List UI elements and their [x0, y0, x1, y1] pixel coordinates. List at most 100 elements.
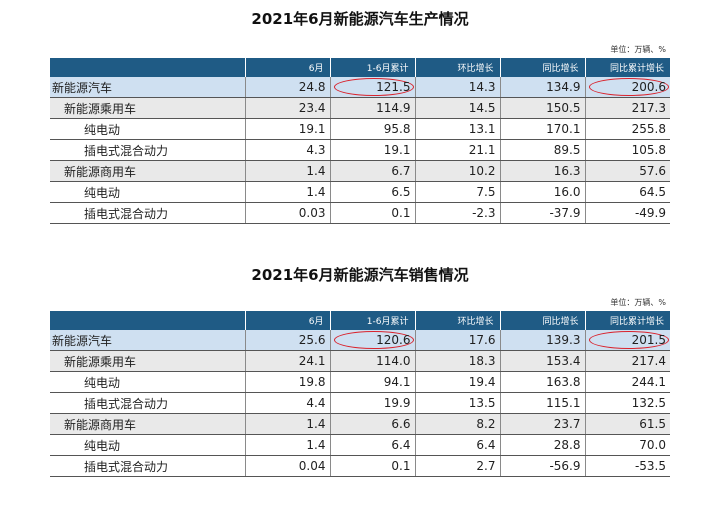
cell-value: -2.3	[472, 206, 496, 220]
cell-value: 19.9	[383, 396, 411, 410]
table-cell: 24.1	[245, 350, 331, 372]
table-row: 插电式混合动力 0.04 0.1 2.7 -56.9 -53.5	[50, 455, 670, 477]
table-row: 新能源汽车 24.8 121.5 14.3 134.9 200.6	[50, 77, 670, 98]
table-cell: 25.6	[245, 330, 331, 351]
table-cell: 1.4	[245, 434, 331, 456]
sales-header-yoy: 同比增长	[500, 311, 586, 330]
table-cell: 255.8	[585, 118, 670, 140]
cell-value: 28.8	[553, 438, 581, 452]
row-label-text: 插电式混合动力	[84, 396, 169, 411]
table-cell: 64.5	[585, 181, 670, 203]
table-cell: 244.1	[585, 371, 670, 393]
row-label-text: 新能源商用车	[64, 417, 137, 432]
table-cell: 70.0	[585, 434, 670, 456]
table-cell: 4.4	[245, 392, 331, 414]
row-label-text: 新能源汽车	[52, 333, 113, 348]
cell-value: 17.6	[468, 333, 496, 347]
cell-value: 0.1	[391, 206, 411, 220]
table-cell: -56.9	[500, 455, 586, 477]
table-cell: -49.9	[585, 202, 670, 224]
row-label: 新能源汽车	[50, 77, 246, 98]
table-cell: 18.3	[415, 350, 501, 372]
cell-value: 153.4	[546, 354, 581, 368]
highlighted-cell: 201.5	[585, 330, 670, 351]
table-row: 纯电动 19.8 94.1 19.4 163.8 244.1	[50, 371, 670, 393]
row-label: 纯电动	[50, 371, 246, 393]
cell-value: 6.4	[391, 438, 411, 452]
cell-value: 23.4	[298, 101, 326, 115]
table-cell: 0.1	[330, 455, 416, 477]
cell-value: 24.8	[298, 80, 326, 94]
cell-value: 105.8	[631, 143, 666, 157]
sales-table-body: 新能源汽车 25.6 120.6 17.6 139.3 201.5 新能源乘用车 24.1 11…	[50, 330, 670, 477]
table-cell: 7.5	[415, 181, 501, 203]
table-cell: 1.4	[245, 181, 331, 203]
row-label: 新能源乘用车	[50, 350, 246, 372]
cell-value: 95.8	[383, 122, 411, 136]
production-table: 6月 1-6月累计 环比增长 同比增长 同比累计增长 新能源汽车 24.8 121.…	[50, 58, 670, 224]
table-cell: 8.2	[415, 413, 501, 435]
table-cell: 10.2	[415, 160, 501, 182]
cell-value: 132.5	[631, 396, 666, 410]
cell-value: 121.5	[376, 80, 411, 94]
highlighted-cell: 121.5	[330, 77, 416, 98]
row-label: 插电式混合动力	[50, 139, 246, 161]
cell-value: 163.8	[546, 375, 581, 389]
cell-value: 244.1	[631, 375, 666, 389]
table-row: 新能源汽车 25.6 120.6 17.6 139.3 201.5	[50, 330, 670, 351]
table-cell: -53.5	[585, 455, 670, 477]
cell-value: 1.4	[306, 164, 326, 178]
table-cell: 21.1	[415, 139, 501, 161]
cell-value: -49.9	[634, 206, 666, 220]
table-row: 新能源商用车 1.4 6.7 10.2 16.3 57.6	[50, 160, 670, 182]
table-cell: 134.9	[500, 77, 586, 98]
cell-value: 170.1	[546, 122, 581, 136]
cell-value: 0.04	[298, 459, 326, 473]
table-cell: 163.8	[500, 371, 586, 393]
table-cell: 14.5	[415, 97, 501, 119]
table-cell: 23.7	[500, 413, 586, 435]
table-cell: 150.5	[500, 97, 586, 119]
table-cell: 0.04	[245, 455, 331, 477]
table-cell: 114.9	[330, 97, 416, 119]
row-label-text: 纯电动	[84, 438, 121, 453]
row-label-text: 新能源商用车	[64, 164, 137, 179]
cell-value: 217.4	[631, 354, 666, 368]
row-label: 新能源商用车	[50, 413, 246, 435]
row-label-text: 纯电动	[84, 185, 121, 200]
production-header-blank	[50, 58, 246, 77]
highlighted-cell: 120.6	[330, 330, 416, 351]
table-cell: 94.1	[330, 371, 416, 393]
cell-value: 25.6	[298, 333, 326, 347]
cell-value: 14.5	[468, 101, 496, 115]
table-cell: 14.3	[415, 77, 501, 98]
cell-value: 14.3	[468, 80, 496, 94]
sales-title: 2021年6月新能源汽车销售情况	[251, 266, 469, 284]
table-cell: 0.03	[245, 202, 331, 224]
row-label-text: 纯电动	[84, 122, 121, 137]
cell-value: -56.9	[549, 459, 581, 473]
table-cell: 217.3	[585, 97, 670, 119]
cell-value: 150.5	[546, 101, 581, 115]
row-label: 纯电动	[50, 181, 246, 203]
production-title: 2021年6月新能源汽车生产情况	[251, 10, 469, 28]
cell-value: 6.4	[476, 438, 496, 452]
cell-value: 24.1	[298, 354, 326, 368]
cell-value: 16.0	[553, 185, 581, 199]
sales-unit-note: 单位：万辆、%	[610, 298, 666, 307]
table-cell: 28.8	[500, 434, 586, 456]
cell-value: 6.7	[391, 164, 411, 178]
sales-header-cumulative: 1-6月累计	[330, 311, 416, 330]
table-cell: 57.6	[585, 160, 670, 182]
production-header-yoy: 同比增长	[500, 58, 586, 77]
cell-value: 1.4	[306, 438, 326, 452]
table-cell: 24.8	[245, 77, 331, 98]
cell-value: 19.8	[298, 375, 326, 389]
cell-value: 13.1	[468, 122, 496, 136]
cell-value: 0.1	[391, 459, 411, 473]
table-cell: 89.5	[500, 139, 586, 161]
sales-header-blank	[50, 311, 246, 330]
cell-value: 19.4	[468, 375, 496, 389]
table-cell: 13.1	[415, 118, 501, 140]
cell-value: 16.3	[553, 164, 581, 178]
